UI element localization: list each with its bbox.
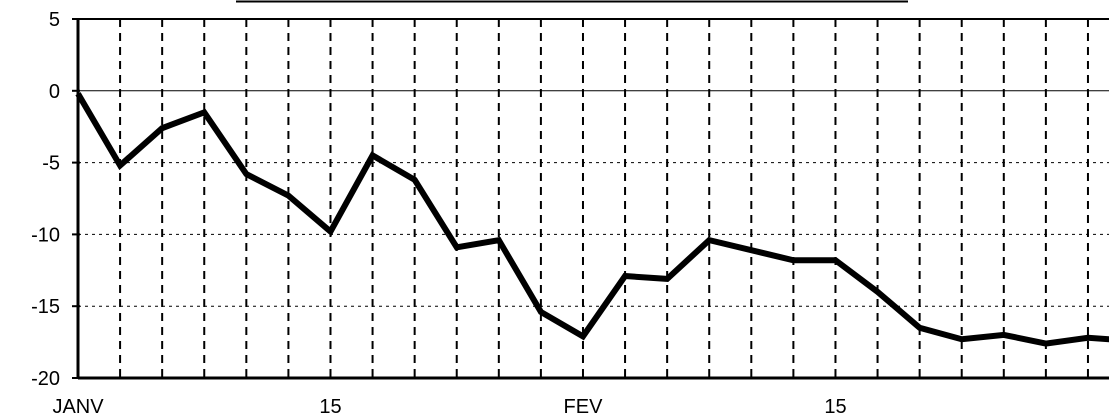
y-tick-label: 0 <box>49 81 60 103</box>
series-line-group <box>75 92 1109 347</box>
x-tick-label: JANV <box>52 396 104 416</box>
x-tick-label: 15 <box>824 396 846 416</box>
y-tick-label: -10 <box>31 224 60 246</box>
x-tick-label: 15 <box>319 396 341 416</box>
series-line <box>75 92 1109 347</box>
y-tick-label: -5 <box>42 153 60 175</box>
y-tick-label: -20 <box>31 368 60 390</box>
y-axis-tick-labels: 5 0 -5 -10 -15 -20 <box>31 9 60 390</box>
axes <box>72 18 1109 380</box>
y-tick-label: -15 <box>31 296 60 318</box>
x-tick-label: FEV <box>564 396 604 416</box>
grid-lines <box>78 19 1109 378</box>
y-tick-label: 5 <box>49 9 60 31</box>
x-axis-tick-labels: JANV 15 FEV 15 <box>52 396 846 416</box>
